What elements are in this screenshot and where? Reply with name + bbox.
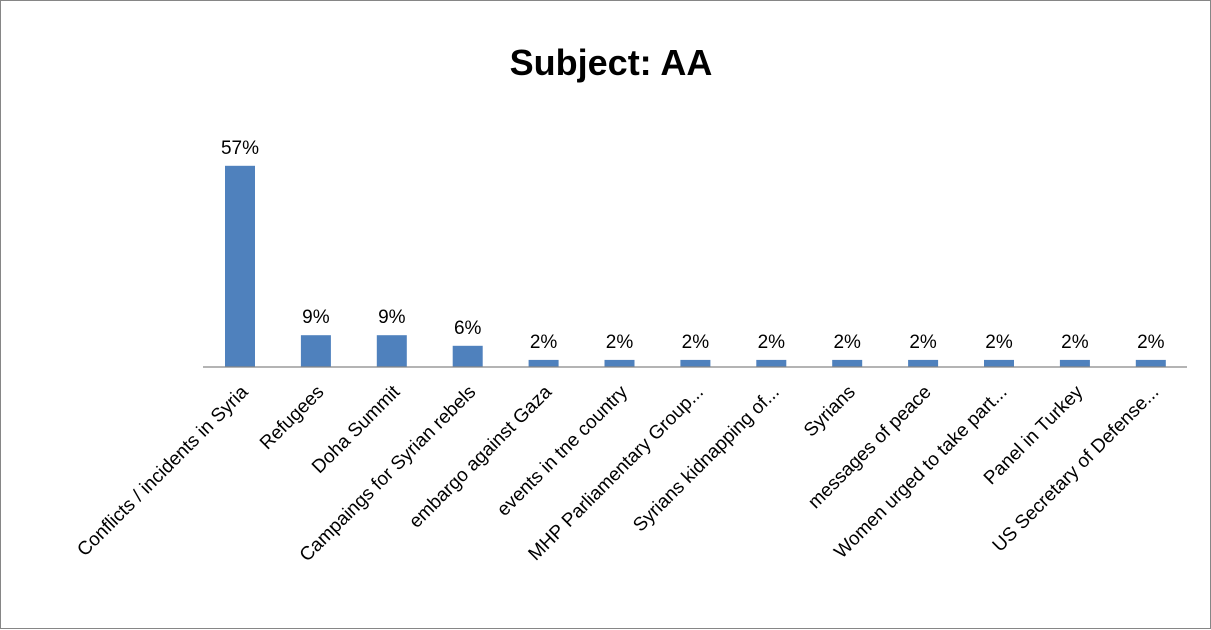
bar: [528, 359, 559, 367]
bar: [604, 359, 635, 367]
category-label: Syrians: [800, 382, 860, 442]
bar: [908, 359, 939, 367]
bar: [300, 335, 331, 367]
data-label: 2%: [530, 332, 558, 353]
data-label: 2%: [682, 332, 710, 353]
bar: [452, 345, 483, 367]
data-label: 2%: [985, 332, 1013, 353]
data-label: 6%: [454, 318, 482, 339]
bar: [984, 359, 1014, 367]
bar: [1059, 359, 1090, 367]
category-labels-layer: Conflicts / incidents in Syria RefugeesDo…: [73, 381, 1163, 566]
data-label: 2%: [1061, 332, 1089, 353]
category-label: Conflicts / incidents in Syria: [73, 381, 252, 560]
data-label: 2%: [758, 332, 786, 353]
category-label: events in tne country: [493, 381, 632, 520]
bar: [376, 335, 407, 367]
bar: [680, 359, 711, 367]
category-label: Refugees: [256, 382, 328, 454]
bar: [832, 359, 863, 367]
data-label: 9%: [378, 307, 406, 328]
data-label: 2%: [909, 332, 937, 353]
bar: [756, 359, 787, 367]
data-label: 2%: [1137, 332, 1165, 353]
category-label: Syrians kidnapping of...: [629, 382, 784, 537]
data-labels-layer: 57% 9% 9% 6% 2% 2% 2% 2% 2% 2% 2% 2% 2%: [221, 138, 1165, 353]
category-label: embargo against Gaza: [405, 381, 556, 532]
data-label: 2%: [606, 332, 634, 353]
bar: [1135, 359, 1166, 367]
data-label: 57%: [221, 138, 259, 159]
data-label: 9%: [302, 307, 330, 328]
bars-layer: [225, 165, 1166, 367]
data-label: 2%: [833, 332, 861, 353]
bar: [225, 165, 255, 367]
chart-title: Subject: AA: [510, 42, 713, 83]
